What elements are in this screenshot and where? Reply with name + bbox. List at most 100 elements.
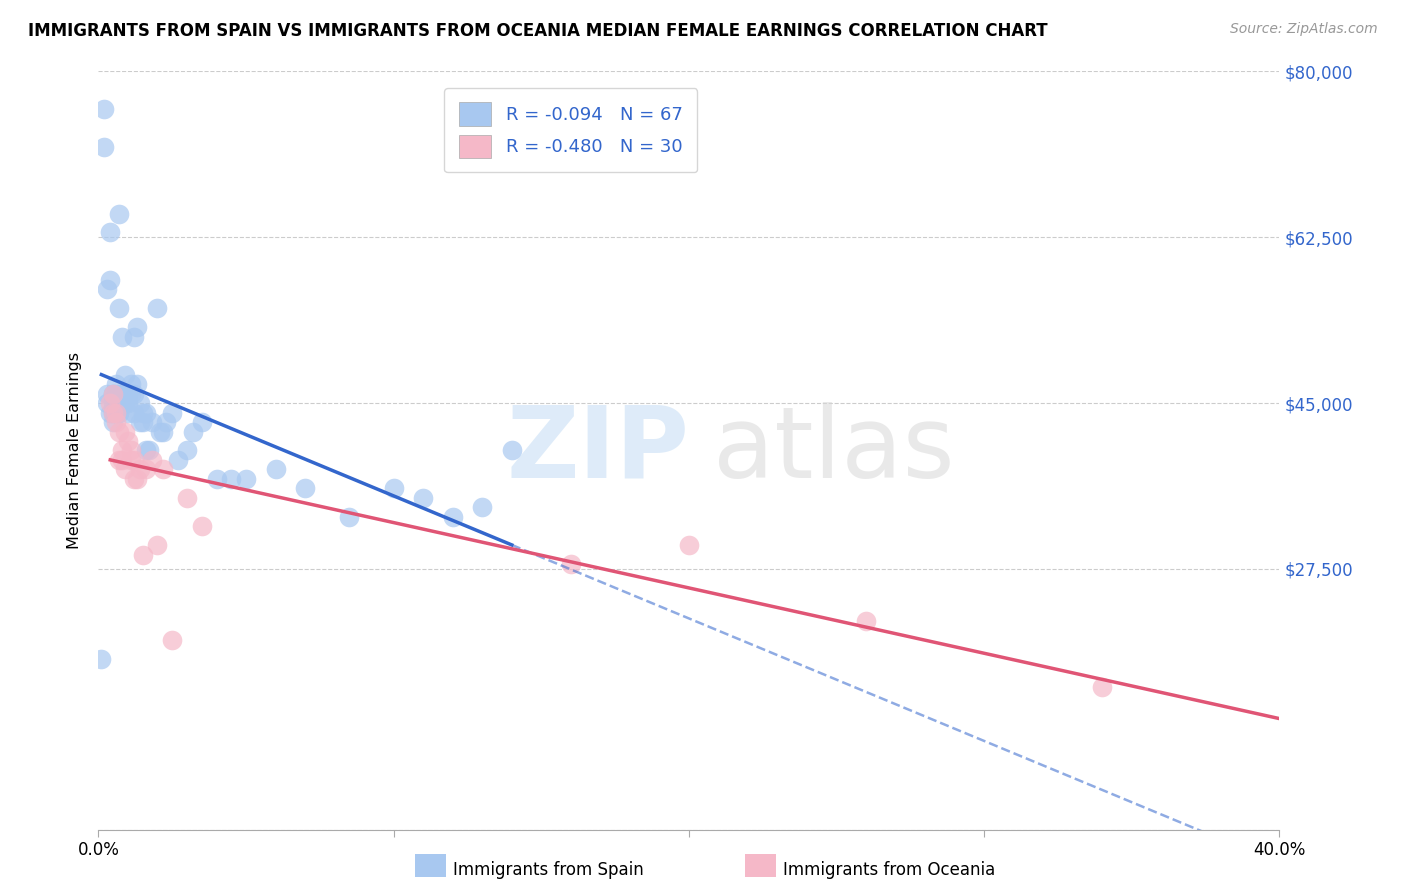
Text: Immigrants from Spain: Immigrants from Spain [453, 861, 644, 879]
Point [96, 282, 118, 296]
Point [167, 453, 190, 467]
Point [294, 482, 316, 496]
Point [90, 652, 112, 666]
Text: Source: ZipAtlas.com: Source: ZipAtlas.com [1230, 22, 1378, 37]
Point [117, 386, 139, 401]
Point [412, 491, 434, 505]
Point [114, 425, 136, 439]
Point [146, 538, 169, 552]
Point [108, 396, 131, 410]
Point [122, 472, 145, 486]
Point [114, 386, 136, 401]
Point [125, 377, 148, 392]
Point [105, 386, 128, 401]
Point [93, 102, 115, 116]
Point [122, 405, 145, 420]
Point [93, 140, 115, 154]
Point [98, 273, 121, 287]
Legend: R = -0.094   N = 67, R = -0.480   N = 30: R = -0.094 N = 67, R = -0.480 N = 30 [444, 88, 697, 172]
Point [205, 472, 228, 486]
Point [176, 443, 198, 458]
Point [162, 633, 183, 648]
Point [149, 425, 172, 439]
Point [114, 396, 136, 410]
Point [855, 614, 877, 628]
Point [235, 472, 257, 486]
Point [117, 434, 139, 448]
Point [105, 405, 128, 420]
Text: atlas: atlas [713, 402, 955, 499]
Point [108, 405, 131, 420]
Point [128, 462, 150, 476]
Point [155, 415, 177, 429]
Point [103, 386, 125, 401]
Point [105, 405, 128, 420]
Point [120, 453, 142, 467]
Point [111, 453, 134, 467]
Point [98, 405, 121, 420]
Point [111, 396, 134, 410]
Point [111, 443, 134, 458]
Point [122, 386, 145, 401]
Point [111, 329, 134, 343]
Point [120, 377, 142, 392]
Point [96, 386, 118, 401]
Point [339, 509, 361, 524]
Point [132, 405, 155, 420]
Point [146, 301, 169, 316]
Point [176, 491, 198, 505]
Point [103, 405, 125, 420]
Text: Immigrants from Oceania: Immigrants from Oceania [783, 861, 995, 879]
Point [105, 396, 128, 410]
Point [108, 386, 131, 401]
Text: ZIP: ZIP [506, 402, 689, 499]
Point [128, 396, 150, 410]
Point [108, 453, 131, 467]
Point [191, 519, 214, 533]
Point [120, 443, 142, 458]
Point [141, 415, 163, 429]
Point [152, 425, 174, 439]
Point [135, 462, 157, 476]
Point [132, 415, 155, 429]
Point [114, 462, 136, 476]
Point [103, 386, 125, 401]
Point [162, 405, 183, 420]
Point [191, 415, 214, 429]
Point [264, 462, 287, 476]
Point [135, 443, 157, 458]
Point [108, 206, 131, 220]
Point [135, 405, 157, 420]
Point [96, 396, 118, 410]
Point [103, 415, 125, 429]
Point [108, 301, 131, 316]
Point [111, 386, 134, 401]
Point [221, 472, 243, 486]
Point [128, 415, 150, 429]
Point [122, 453, 145, 467]
Point [103, 405, 125, 420]
Point [103, 396, 125, 410]
Point [98, 396, 121, 410]
Point [678, 538, 700, 552]
Point [117, 405, 139, 420]
Text: IMMIGRANTS FROM SPAIN VS IMMIGRANTS FROM OCEANIA MEDIAN FEMALE EARNINGS CORRELAT: IMMIGRANTS FROM SPAIN VS IMMIGRANTS FROM… [28, 22, 1047, 40]
Point [132, 548, 155, 562]
Point [441, 509, 464, 524]
Point [114, 368, 136, 382]
Point [560, 557, 582, 572]
Point [501, 443, 523, 458]
Point [108, 425, 131, 439]
Point [117, 396, 139, 410]
Point [98, 226, 121, 240]
Point [138, 443, 160, 458]
Point [471, 500, 494, 515]
Point [125, 320, 148, 334]
Point [181, 425, 204, 439]
Point [122, 329, 145, 343]
Point [105, 415, 128, 429]
Y-axis label: Median Female Earnings: Median Female Earnings [67, 352, 83, 549]
Point [152, 462, 174, 476]
Point [141, 453, 163, 467]
Point [1091, 681, 1114, 695]
